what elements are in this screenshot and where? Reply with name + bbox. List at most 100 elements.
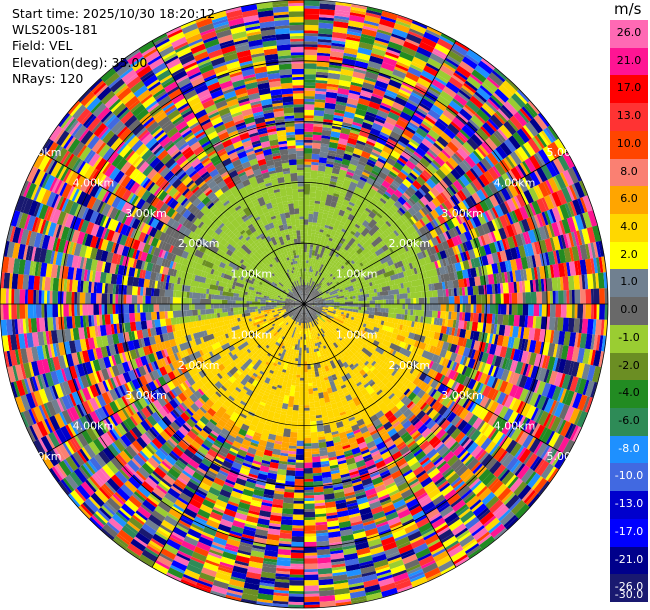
velocity-gate	[402, 192, 411, 200]
velocity-gate	[324, 269, 329, 273]
velocity-gate	[429, 297, 439, 304]
velocity-gate	[406, 199, 414, 207]
velocity-gate	[395, 20, 411, 29]
velocity-gate	[304, 290, 306, 294]
velocity-gate	[389, 250, 400, 260]
velocity-gate	[494, 162, 506, 176]
velocity-gate	[332, 120, 343, 128]
velocity-gate	[450, 311, 457, 320]
velocity-gate	[291, 547, 304, 551]
velocity-gate	[304, 219, 309, 225]
velocity-gate	[372, 260, 382, 268]
velocity-gate	[351, 218, 358, 224]
velocity-gate	[342, 267, 347, 272]
velocity-gate	[354, 142, 365, 151]
velocity-gate	[351, 124, 362, 130]
velocity-gate	[330, 136, 340, 141]
velocity-gate	[457, 304, 460, 313]
velocity-gate	[328, 64, 342, 69]
velocity-gate	[336, 229, 342, 234]
velocity-gate	[313, 475, 323, 482]
velocity-gate	[304, 569, 318, 573]
velocity-gate	[368, 174, 377, 181]
velocity-gate	[325, 97, 337, 104]
velocity-gate	[353, 247, 359, 252]
velocity-gate	[407, 174, 416, 182]
velocity-gate	[419, 157, 431, 168]
velocity-gate	[376, 29, 392, 36]
velocity-gate	[412, 309, 416, 316]
velocity-gate	[312, 244, 317, 251]
velocity-gate	[522, 292, 526, 304]
velocity-gate	[554, 138, 567, 155]
velocity-gate	[304, 418, 311, 425]
velocity-gate	[308, 274, 311, 278]
velocity-gate	[419, 218, 426, 227]
velocity-gate	[349, 196, 358, 205]
velocity-gate	[415, 161, 427, 172]
velocity-gate	[299, 380, 304, 384]
velocity-gate	[342, 58, 356, 66]
velocity-gate	[499, 142, 513, 156]
velocity-gate	[403, 221, 411, 229]
velocity-gate	[363, 209, 370, 216]
velocity-gate	[388, 170, 398, 178]
velocity-gate	[552, 290, 556, 304]
velocity-gate	[450, 194, 460, 206]
velocity-gate	[307, 374, 312, 378]
velocity-gate	[307, 298, 311, 301]
velocity-gate	[292, 404, 299, 411]
velocity-gate	[507, 154, 518, 167]
velocity-gate	[336, 272, 341, 277]
velocity-gate	[335, 261, 341, 268]
velocity-gate	[331, 167, 341, 175]
velocity-gate	[363, 119, 374, 126]
velocity-gate	[435, 193, 446, 205]
velocity-gate	[311, 371, 316, 375]
velocity-gate	[317, 273, 324, 282]
velocity-gate	[313, 126, 323, 133]
velocity-gate	[328, 247, 336, 257]
velocity-gate	[331, 40, 346, 45]
velocity-gate	[355, 255, 366, 266]
velocity-gate	[347, 304, 356, 307]
velocity-gate	[309, 295, 312, 298]
velocity-gate	[314, 189, 322, 202]
velocity-gate	[365, 140, 376, 147]
velocity-gate	[374, 39, 389, 47]
velocity-gate	[334, 284, 339, 288]
velocity-gate	[537, 112, 550, 128]
velocity-gate	[296, 374, 301, 378]
velocity-gate	[340, 250, 350, 262]
velocity-gate	[356, 52, 371, 61]
velocity-gate	[428, 190, 436, 199]
velocity-gate	[483, 102, 496, 115]
velocity-gate	[350, 6, 367, 13]
velocity-gate	[305, 268, 308, 272]
velocity-gate	[387, 111, 400, 122]
velocity-gate	[330, 229, 337, 237]
velocity-gate	[324, 224, 330, 229]
velocity-gate	[326, 265, 332, 271]
velocity-gate	[448, 296, 455, 304]
velocity-gate	[340, 230, 345, 236]
velocity-gate	[358, 295, 362, 299]
velocity-gate	[346, 103, 358, 109]
velocity-gate	[298, 413, 304, 417]
velocity-gate	[326, 83, 339, 88]
velocity-gate	[316, 55, 330, 62]
velocity-gate	[321, 277, 325, 281]
velocity-gate	[439, 35, 455, 46]
velocity-gate	[462, 199, 470, 210]
velocity-gate	[309, 296, 313, 299]
velocity-gate	[320, 255, 326, 262]
velocity-gate	[329, 56, 343, 61]
velocity-gate	[380, 308, 386, 313]
velocity-gate	[305, 273, 308, 277]
velocity-gate	[516, 89, 530, 103]
velocity-gate	[326, 282, 330, 286]
velocity-gate	[311, 161, 319, 166]
velocity-gate	[304, 101, 315, 105]
velocity-gate	[315, 77, 328, 81]
velocity-gate	[393, 161, 404, 172]
